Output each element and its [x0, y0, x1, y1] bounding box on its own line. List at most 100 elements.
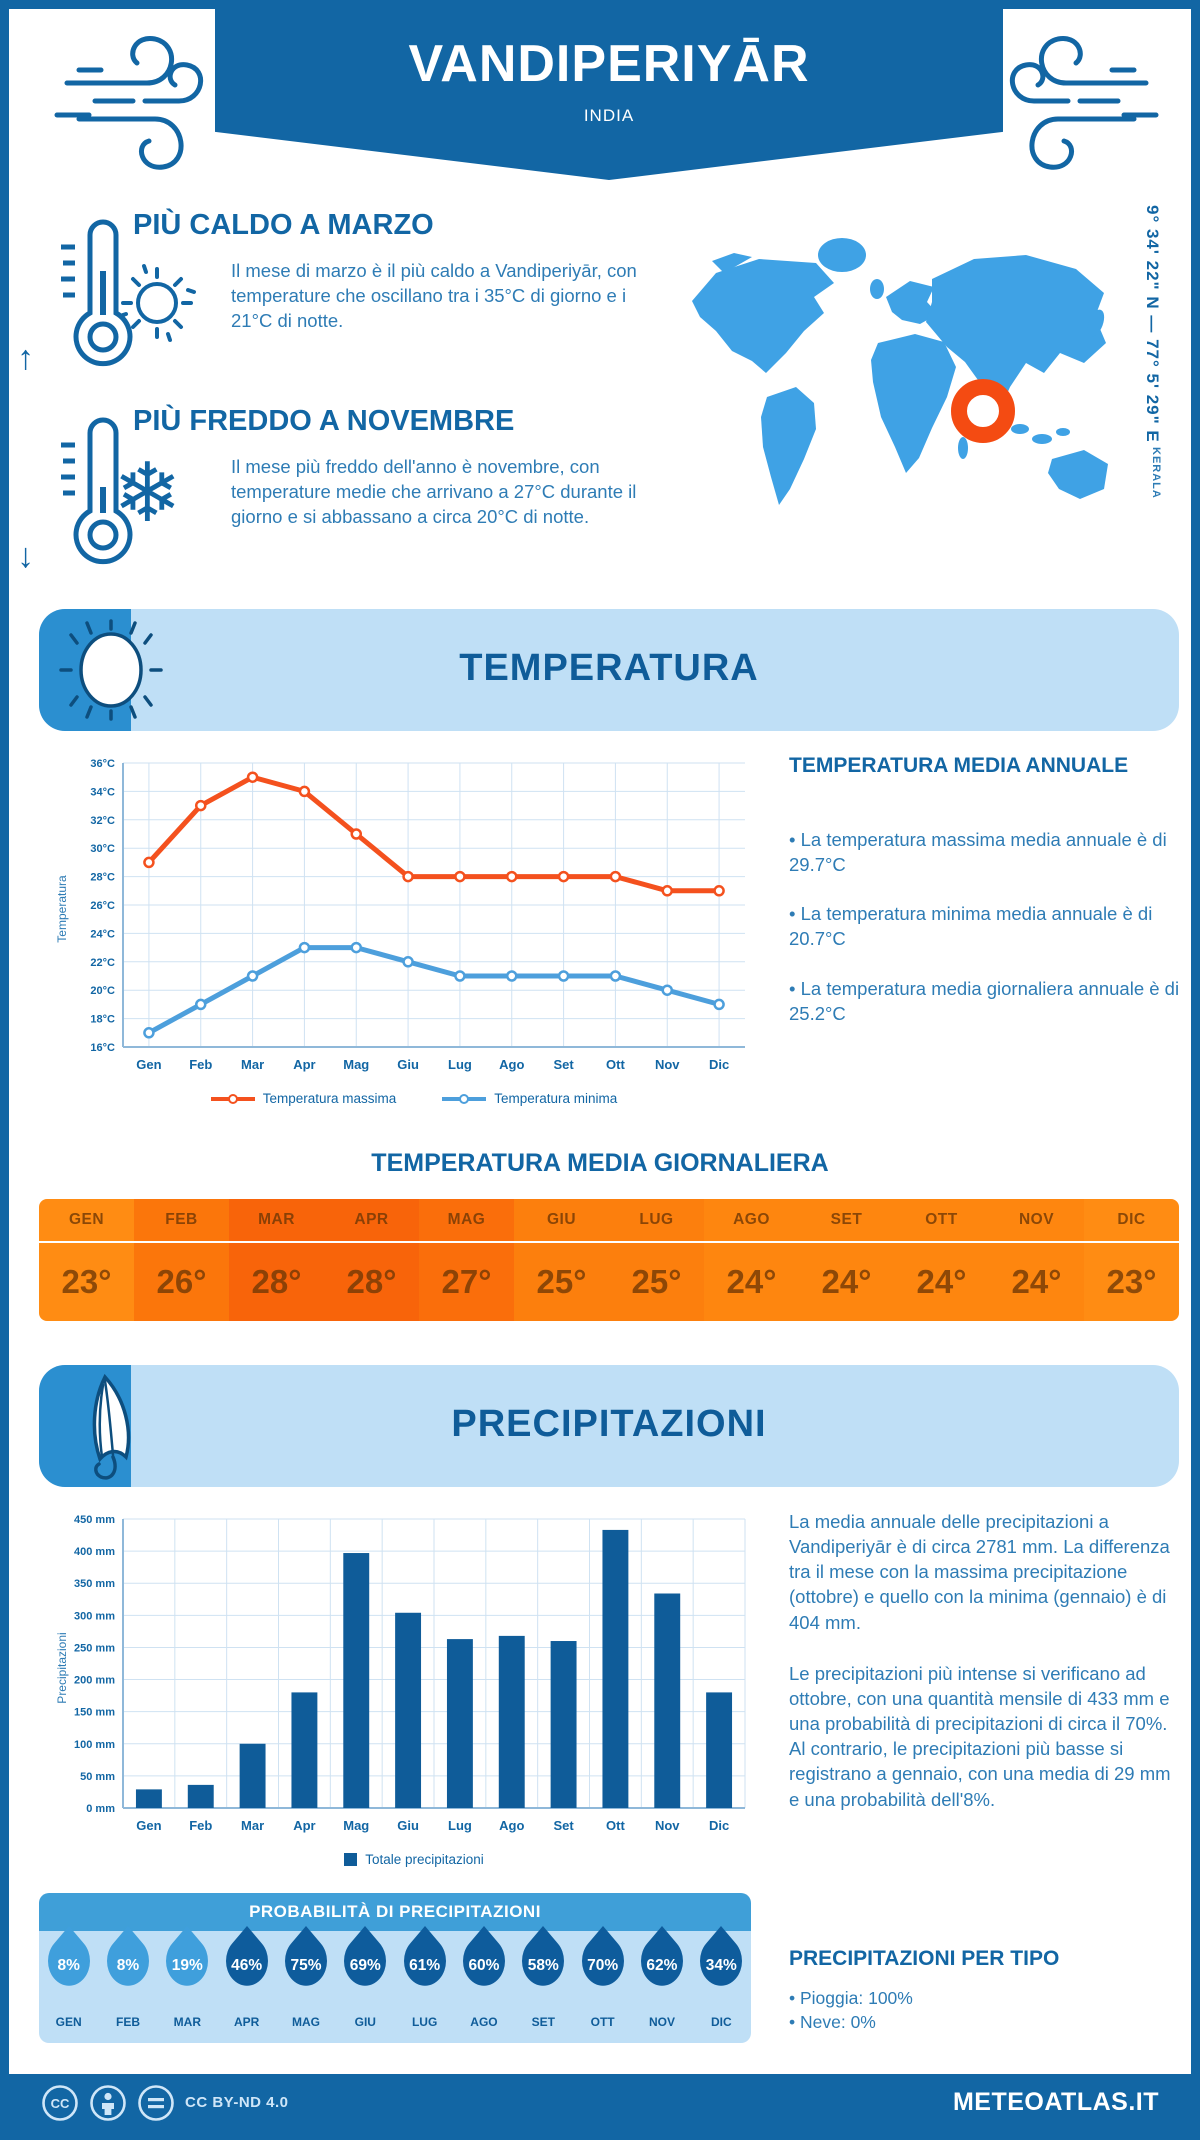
svg-text:28°C: 28°C [90, 872, 115, 884]
text-item: • La temperatura minima media annuale è … [789, 903, 1153, 950]
probability-value: 69% [349, 1957, 381, 1974]
precipitation-section-title: PRECIPITAZIONI [451, 1403, 767, 1445]
arrow-up-icon: ↑ [17, 339, 34, 377]
sun-icon [118, 264, 196, 342]
month-header-row: GEN FEB MAR APR MAG GIU LUG AGO SET OTT NOV DIC [39, 1199, 1179, 1243]
text-item: Le precipitazioni più intense si verific… [789, 1662, 1171, 1810]
svg-text:Dic: Dic [709, 1057, 729, 1072]
svg-text:24°C: 24°C [90, 928, 115, 940]
probability-month: SET [531, 2015, 555, 2029]
probability-cell: 61% LUG [394, 1925, 455, 2043]
thermometer-up-icon [61, 219, 133, 367]
svg-text:16°C: 16°C [90, 1042, 115, 1054]
probability-value: 19% [171, 1957, 203, 1974]
temperature-section-title: TEMPERATURA [459, 647, 759, 689]
svg-text:Nov: Nov [655, 1818, 680, 1833]
month-header-cell: GEN [39, 1199, 134, 1243]
map-coordinates: 9° 34' 22" N — 77° 5' 29" E KERALA [1142, 205, 1162, 575]
text-item: • Pioggia: 100% [789, 1988, 913, 2008]
probability-month: FEB [115, 2015, 140, 2029]
svg-text:200 mm: 200 mm [74, 1675, 115, 1687]
probability-month: OTT [590, 2015, 615, 2029]
month-value-cell: 24° [989, 1243, 1084, 1321]
probability-panel: 8% GEN 8% FEB 19% MAR 46% APR 75% MAG 69% GIU 61% LUG… [38, 1925, 751, 2043]
probability-cell: 46% APR [216, 1925, 277, 2043]
svg-text:Ott: Ott [606, 1057, 625, 1072]
svg-text:22°C: 22°C [90, 957, 115, 969]
legend-item: Temperatura minima [442, 1091, 617, 1106]
daily-temp-heading: TEMPERATURA MEDIA GIORNALIERA [371, 1149, 829, 1177]
svg-text:50 mm: 50 mm [80, 1771, 115, 1783]
month-value-cell: 24° [894, 1243, 989, 1321]
probability-month: DIC [710, 2015, 732, 2029]
wind-icon [54, 36, 204, 170]
highlight-warm-text: Il mese di marzo è il più caldo a Vandip… [231, 260, 637, 331]
probability-value: 8% [116, 1957, 140, 1974]
world-map [664, 201, 1139, 573]
month-header-cell: FEB [134, 1199, 229, 1243]
probability-cell: 70% OTT [572, 1925, 633, 2043]
svg-text:CC: CC [51, 2096, 70, 2111]
svg-text:Apr: Apr [293, 1057, 315, 1072]
month-value-cell: 24° [704, 1243, 799, 1321]
svg-text:Set: Set [553, 1057, 574, 1072]
probability-cell: 34% DIC [691, 1925, 751, 2043]
svg-text:34°C: 34°C [90, 786, 115, 798]
svg-text:Ago: Ago [499, 1818, 524, 1833]
text-item: • Neve: 0% [789, 2011, 876, 2032]
svg-text:36°C: 36°C [90, 758, 115, 770]
svg-text:Giu: Giu [397, 1818, 419, 1833]
highlight-cold-title: PIÙ FREDDO A NOVEMBRE [133, 405, 515, 437]
month-header-cell: SET [799, 1199, 894, 1243]
wind-icon [1009, 36, 1159, 170]
probability-value: 62% [646, 1957, 678, 1974]
probability-value: 58% [527, 1957, 559, 1974]
arrow-down-icon: ↓ [17, 537, 34, 575]
precipitation-chart: 0 mm 50 mm 100 mm 150 mm 200 mm 250 mm 300 mm 3… [74, 1514, 746, 1833]
probability-cell: 8% FEB [98, 1925, 158, 2043]
probability-cell: 75% MAG [276, 1925, 336, 2043]
text-item: La media annuale delle precipitazioni a … [789, 1511, 1170, 1633]
cc-attribution-icon [90, 2084, 126, 2121]
svg-text:Gen: Gen [136, 1057, 161, 1072]
svg-text:Lug: Lug [448, 1818, 472, 1833]
svg-text:Mag: Mag [343, 1057, 369, 1072]
svg-text:Gen: Gen [136, 1818, 161, 1833]
precip-types-bullets: • Pioggia: 100% • Neve: 0% [789, 1987, 1181, 2035]
legend-item: Totale precipitazioni [344, 1852, 484, 1867]
svg-text:Lug: Lug [448, 1057, 472, 1072]
svg-text:Mar: Mar [241, 1057, 264, 1072]
probability-month: APR [233, 2015, 260, 2029]
svg-text:Feb: Feb [189, 1057, 212, 1072]
legend-item: Temperatura massima [210, 1091, 396, 1106]
probability-value: 46% [231, 1957, 263, 1974]
probability-cell: 8% GEN [38, 1925, 99, 2043]
svg-text:Feb: Feb [189, 1818, 212, 1833]
month-value-cell: 27° [419, 1243, 514, 1321]
month-value-cell: 23° [39, 1243, 134, 1321]
snowflake-icon: ❄ [113, 448, 182, 539]
precipitation-legend: Totale precipitazioni [69, 1852, 759, 1867]
month-value-cell: 28° [324, 1243, 419, 1321]
title-banner: VANDIPERIYĀR INDIA [215, 9, 1003, 180]
text-item: • La temperatura massima media annuale è… [789, 829, 1167, 876]
svg-text:20°C: 20°C [90, 985, 115, 997]
svg-text:30°C: 30°C [90, 843, 115, 855]
month-value-cell: 26° [134, 1243, 229, 1321]
umbrella-badge-icon [92, 1373, 131, 1480]
probability-cell: 69% GIU [335, 1925, 395, 2043]
month-value-cell: 24° [799, 1243, 894, 1321]
svg-text:26°C: 26°C [90, 900, 115, 912]
monthly-temperature-table: GEN FEB MAR APR MAG GIU LUG AGO SET OTT NOV DIC 23°… [39, 1199, 1179, 1321]
probability-value: 61% [409, 1957, 441, 1974]
probability-month: MAG [291, 2015, 320, 2029]
svg-text:Set: Set [553, 1818, 574, 1833]
svg-text:Ott: Ott [606, 1818, 625, 1833]
svg-text:Ago: Ago [499, 1057, 524, 1072]
probability-value: 75% [290, 1957, 322, 1974]
svg-text:Mar: Mar [241, 1818, 264, 1833]
precip-paragraphs: La media annuale delle precipitazioni a … [789, 1509, 1181, 1838]
svg-text:150 mm: 150 mm [74, 1707, 115, 1719]
page-title: VANDIPERIYĀR [408, 35, 810, 93]
